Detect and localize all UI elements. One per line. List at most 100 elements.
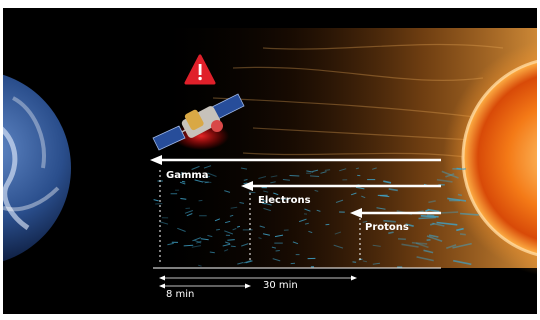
particle-streak xyxy=(224,220,231,224)
particle-streak xyxy=(259,225,265,228)
particle-streak xyxy=(355,186,365,190)
particle-streak xyxy=(447,197,467,202)
particle-streak xyxy=(334,231,342,235)
particle-streak xyxy=(270,181,276,184)
particle-streak xyxy=(314,189,319,192)
particle-streak xyxy=(428,234,439,238)
particle-streak xyxy=(178,173,183,176)
particle-streak xyxy=(180,172,187,175)
particle-streak xyxy=(335,199,344,203)
time-markers xyxy=(159,170,361,263)
particle-streak xyxy=(415,242,429,249)
particle-streak xyxy=(416,256,434,262)
particle-streak xyxy=(312,169,319,172)
particle-streak xyxy=(224,190,231,193)
particle-streak xyxy=(263,207,271,212)
scene-graphics xyxy=(3,28,537,289)
particle-streak xyxy=(224,230,234,235)
particle-streak xyxy=(298,218,307,223)
space-scene: Gamma Electrons Protons 30 min 8 min xyxy=(3,8,537,314)
particle-streak xyxy=(350,192,357,196)
particle-streak xyxy=(316,209,321,212)
particle-streak xyxy=(263,190,269,193)
particle-streak xyxy=(292,241,299,245)
particle-streak xyxy=(459,233,466,236)
particle-streak xyxy=(179,181,186,185)
particle-streak xyxy=(261,202,272,206)
particle-streak xyxy=(436,221,458,226)
particle-streak xyxy=(362,220,368,223)
particle-streak xyxy=(202,180,212,183)
particle-streak xyxy=(240,167,248,170)
particle-streak xyxy=(214,218,221,222)
particle-streak xyxy=(405,223,414,227)
particle-streak xyxy=(388,188,398,192)
particle-streak xyxy=(270,175,278,178)
particle-streak xyxy=(207,234,213,238)
earth-icon xyxy=(3,74,71,262)
particle-streak xyxy=(282,179,290,181)
particle-streak xyxy=(426,235,443,242)
particle-streak xyxy=(232,228,237,231)
particle-streak xyxy=(372,167,377,170)
gamma-label: Gamma xyxy=(166,170,209,181)
particle-streak xyxy=(372,262,381,265)
particle-streak xyxy=(446,244,457,250)
particle-streak xyxy=(203,176,211,178)
warning-icon xyxy=(184,54,216,85)
particle-streak xyxy=(191,245,201,248)
particle-streak xyxy=(460,212,479,216)
particle-streak xyxy=(258,237,262,240)
particle-streak xyxy=(167,242,174,246)
particle-streak xyxy=(180,198,187,200)
particle-streak xyxy=(258,176,267,179)
particle-streak xyxy=(159,221,169,225)
timeline xyxy=(153,267,441,289)
particle-streak xyxy=(462,167,467,171)
particle-streak xyxy=(243,182,248,185)
particle-streak xyxy=(229,214,234,217)
particle-streak xyxy=(230,206,238,209)
particle-streak xyxy=(289,175,300,177)
particle-streak xyxy=(198,264,202,267)
particle-streak xyxy=(262,233,270,236)
long-travel-time-label: 30 min xyxy=(263,280,298,291)
particle-streak xyxy=(304,208,311,212)
particle-streak xyxy=(358,258,363,261)
particle-field xyxy=(153,165,479,268)
short-travel-time-label: 8 min xyxy=(166,289,195,300)
particle-streak xyxy=(224,249,229,252)
particle-streak xyxy=(308,230,313,234)
particle-streak xyxy=(216,228,220,231)
particle-streak xyxy=(355,167,360,170)
particle-streak xyxy=(194,179,204,183)
particle-streak xyxy=(423,249,434,254)
particle-streak xyxy=(456,167,462,170)
particle-streak xyxy=(427,208,440,213)
particle-streak xyxy=(153,199,159,202)
particle-streak xyxy=(309,175,320,177)
particle-streak xyxy=(428,200,436,204)
particle-streak xyxy=(401,243,419,248)
particle-streak xyxy=(361,195,366,199)
particle-streak xyxy=(383,180,392,184)
particle-streak xyxy=(241,243,249,247)
particle-streak xyxy=(222,243,231,247)
particle-streak xyxy=(439,211,459,214)
particle-streak xyxy=(236,225,241,228)
particle-streak xyxy=(320,171,327,174)
sun-icon xyxy=(443,40,537,276)
particle-streak xyxy=(432,222,445,227)
particle-streak xyxy=(275,250,280,252)
particle-streak xyxy=(339,168,347,172)
particle-streak xyxy=(191,165,200,170)
particle-streak xyxy=(273,192,279,196)
particle-streak xyxy=(184,210,193,214)
particle-streak xyxy=(227,239,235,241)
particle-streak xyxy=(333,244,344,249)
particle-streak xyxy=(192,237,201,242)
particle-streak xyxy=(203,165,212,169)
particle-streak xyxy=(445,173,455,178)
satellite-icon xyxy=(152,93,245,151)
electrons-label: Electrons xyxy=(258,195,311,206)
